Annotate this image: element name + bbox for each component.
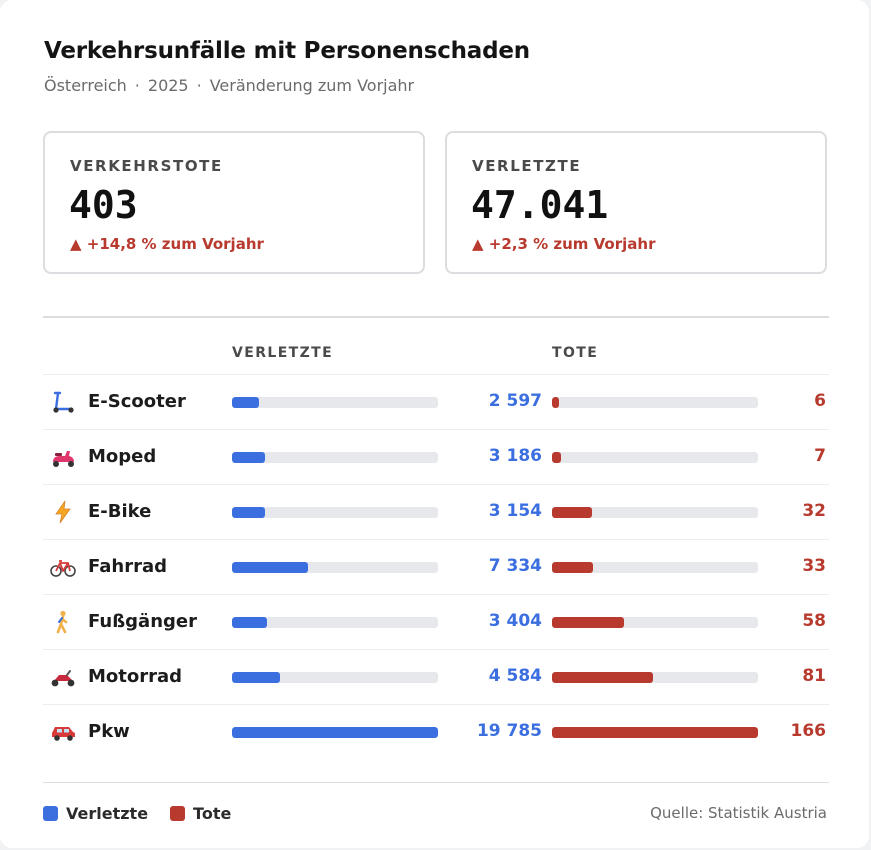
legend: Verletzte Tote [43,804,231,823]
divider [43,782,829,783]
dead-bar-track [552,397,758,408]
injured-bar-track [232,562,438,573]
legend-swatch [43,806,58,821]
injured-bar-track [232,452,438,463]
dead-bar-track [552,562,758,573]
lightning-bolt-icon [49,500,77,524]
kpi-label: VERLETZTE [472,157,582,175]
injured-bar-track [232,727,438,738]
chart-subtitle: Österreich · 2025 · Veränderung zum Vorjahr [44,76,415,95]
category-label: E-Bike [88,501,152,522]
category-label: Moped [88,446,157,467]
chart-row: E-Scooter 2 597 6 [43,374,829,430]
injured-bar-track [232,672,438,683]
chart-title: Verkehrsunfälle mit Personenschaden [44,38,530,64]
legend-swatch [170,806,186,821]
chart-row: Pkw 19 785 166 [43,704,829,760]
injured-value-label: 3 154 [488,501,542,521]
chart-row: Moped 3 186 7 [43,429,829,485]
dead-value-label: 81 [802,666,826,686]
pedestrian-icon [49,610,77,634]
injured-bar [232,452,265,463]
injured-bar [232,507,265,518]
bicycle-icon [49,555,77,579]
injured-value-label: 19 785 [476,721,542,741]
legend-label: Verletzte [66,804,149,823]
column-header-injured: VERLETZTE [232,345,334,361]
dead-bar-track [552,727,758,738]
injured-bar [232,617,267,628]
legend-item-injured: Verletzte [43,804,148,823]
injured-value-label: 2 597 [488,391,542,411]
injured-bar [232,672,280,683]
kpi-card-injured: VERLETZTE 47.041 ▲ +2,3 % zum Vorjahr [445,131,827,274]
chart-row: E-Bike 3 154 32 [43,484,829,540]
dead-value-label: 33 [802,556,826,576]
dead-bar [552,562,593,573]
column-header-dead: TOTE [552,345,599,361]
kpi-value: 47.041 [471,183,609,227]
injured-value-label: 3 404 [488,611,542,631]
injured-value-label: 4 584 [488,666,542,686]
kpi-label: VERKEHRSTOTE [70,157,223,175]
dead-bar [552,452,561,463]
source-note: Quelle: Statistik Austria [650,804,827,822]
dead-value-label: 7 [814,446,826,466]
dead-bar [552,672,653,683]
subtitle-region: Österreich [44,76,127,95]
injured-bar-track [232,397,438,408]
dead-bar [552,727,758,738]
injured-bar-track [232,617,438,628]
dead-bar [552,397,559,408]
kpi-change: ▲ +2,3 % zum Vorjahr [472,235,656,253]
dead-bar-track [552,452,758,463]
kpi-change: ▲ +14,8 % zum Vorjahr [70,235,264,253]
category-label: Fahrrad [88,556,167,577]
category-label: E-Scooter [88,391,186,412]
dead-bar-track [552,507,758,518]
category-label: Fußgänger [88,611,197,632]
kick-scooter-icon [49,390,77,414]
dead-bar [552,507,592,518]
injured-bar [232,562,308,573]
category-label: Motorrad [88,666,183,687]
legend-label: Tote [193,804,232,823]
motor-scooter-icon [49,445,77,469]
chart-row: Motorrad 4 584 81 [43,649,829,705]
dead-bar-track [552,617,758,628]
car-icon [49,720,77,744]
kpi-card-deaths: VERKEHRSTOTE 403 ▲ +14,8 % zum Vorjahr [43,131,425,274]
injured-value-label: 7 334 [488,556,542,576]
category-label: Pkw [88,721,130,742]
dead-value-label: 58 [802,611,826,631]
dead-bar [552,617,624,628]
chart-row: Fußgänger 3 404 58 [43,594,829,650]
injured-bar-track [232,507,438,518]
divider [43,316,829,318]
subtitle-comparison: Veränderung zum Vorjahr [209,76,415,95]
subtitle-year: 2025 [147,76,189,95]
motorcycle-icon [49,665,77,689]
injured-value-label: 3 186 [488,446,542,466]
legend-item-dead: Tote [170,804,231,823]
dead-bar-track [552,672,758,683]
dead-value-label: 32 [802,501,826,521]
injured-bar [232,397,259,408]
chart-row: Fahrrad 7 334 33 [43,539,829,595]
kpi-value: 403 [69,183,138,227]
injured-bar [232,727,438,738]
dead-value-label: 166 [790,721,827,741]
dead-value-label: 6 [814,391,826,411]
